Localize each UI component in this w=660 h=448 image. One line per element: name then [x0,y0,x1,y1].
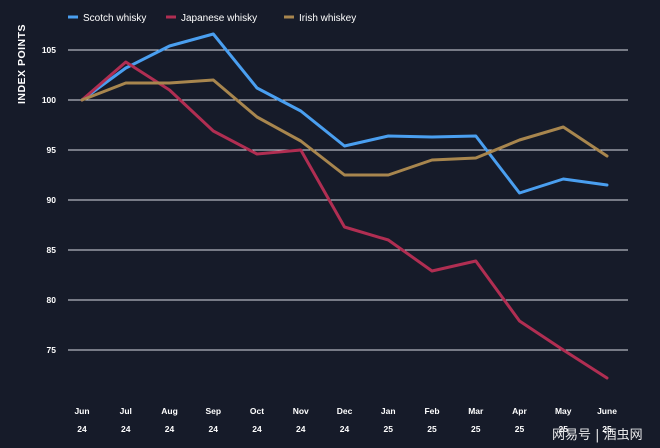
series-line-irish-whiskey [80,78,609,177]
legend-label: Scotch whisky [83,13,146,24]
x-tick-year: 24 [340,424,350,434]
y-tick-label: 90 [47,195,57,205]
y-tick-label: 100 [42,95,56,105]
x-tick-year: 25 [515,424,525,434]
y-tick-label: 95 [47,145,57,155]
x-tick-year: 24 [77,424,87,434]
x-tick-year: 25 [384,424,394,434]
x-axis-ticks: Jun 24 Jul 24 Aug 24 Sep 24 Oct 24 Nov 24 Dec 24 Jan 25… [74,406,617,434]
x-tick-month: Jan [381,406,396,416]
x-tick-month: Sep [205,406,221,416]
x-tick-month: June [597,406,617,416]
series-line-scotch-whisky [80,32,609,195]
x-tick-month: Oct [250,406,264,416]
x-tick-month: Dec [337,406,353,416]
x-tick-year: 25 [427,424,437,434]
series-lines [80,32,609,380]
y-tick-label: 85 [47,245,57,255]
y-tick-label: 75 [47,345,57,355]
x-tick-year: 24 [165,424,175,434]
x-tick-year: 25 [602,424,612,434]
x-tick-month: Jul [120,406,132,416]
x-tick-month: Nov [293,406,309,416]
y-tick-label: 105 [42,45,56,55]
watermark: 网易号 | 酒虫网 [552,428,643,443]
x-tick-year: 24 [209,424,219,434]
series-line-japanese-whisky [80,60,609,380]
legend-label: Irish whiskey [299,13,356,24]
legend-label: Japanese whisky [181,13,257,24]
y-axis-ticks: 75 80 85 90 95 100 105 [42,45,56,355]
y-tick-label: 80 [47,295,57,305]
legend: Scotch whisky Japanese whisky Irish whiske… [68,13,356,24]
x-tick-year: 25 [559,424,569,434]
gridlines [68,49,628,351]
x-tick-month: Aug [161,406,178,416]
x-tick-month: Feb [424,406,439,416]
x-tick-month: Jun [74,406,89,416]
x-tick-year: 25 [471,424,481,434]
x-tick-month: May [555,406,572,416]
y-axis-label: INDEX POINTS [16,24,28,104]
x-tick-month: Apr [512,406,527,416]
x-tick-year: 24 [252,424,262,434]
x-tick-year: 24 [121,424,131,434]
x-tick-year: 24 [296,424,306,434]
x-tick-month: Mar [468,406,484,416]
